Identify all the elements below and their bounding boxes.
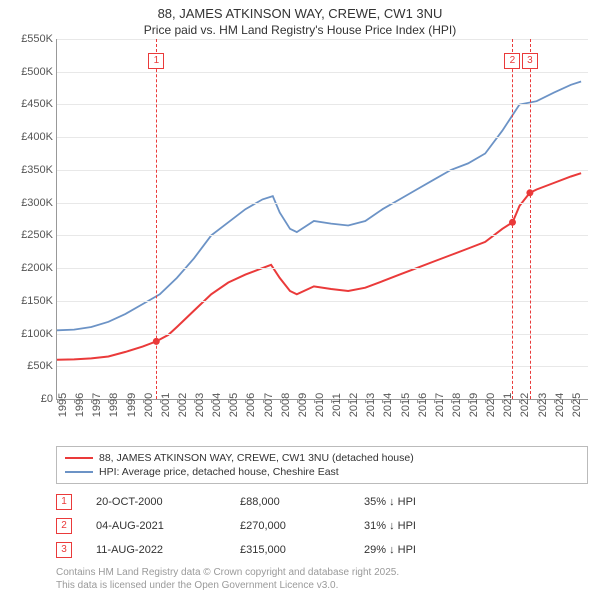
event-number: 3 (56, 542, 72, 558)
event-delta: 31% ↓ HPI (364, 520, 464, 532)
x-axis-label: 2024 (554, 393, 566, 417)
x-axis-label: 2017 (434, 393, 446, 417)
event-marker-box: 3 (522, 53, 538, 69)
x-axis-label: 1996 (74, 393, 86, 417)
x-axis-label: 2007 (263, 393, 275, 417)
x-axis-label: 2013 (365, 393, 377, 417)
x-axis-label: 2011 (331, 393, 343, 417)
legend-label: HPI: Average price, detached house, Ches… (99, 466, 339, 478)
event-price: £88,000 (240, 496, 340, 508)
event-price: £270,000 (240, 520, 340, 532)
x-axis-label: 2003 (194, 393, 206, 417)
series-svg (57, 39, 588, 399)
y-axis-label: £200K (21, 262, 53, 274)
gridline (57, 170, 588, 171)
gridline (57, 366, 588, 367)
x-axis-label: 2022 (519, 393, 531, 417)
x-axis-label: 2016 (417, 393, 429, 417)
y-axis-label: £400K (21, 131, 53, 143)
event-number: 1 (56, 494, 72, 510)
x-axis-label: 2023 (537, 393, 549, 417)
x-axis-label: 1999 (126, 393, 138, 417)
y-axis-label: £450K (21, 98, 53, 110)
x-axis-label: 2012 (348, 393, 360, 417)
x-axis-label: 2020 (485, 393, 497, 417)
gridline (57, 104, 588, 105)
x-axis-label: 2000 (143, 393, 155, 417)
legend-label: 88, JAMES ATKINSON WAY, CREWE, CW1 3NU (… (99, 452, 414, 464)
gridline (57, 72, 588, 73)
event-number: 2 (56, 518, 72, 534)
series-property (57, 173, 581, 360)
y-axis-label: £100K (21, 328, 53, 340)
event-marker-box: 2 (504, 53, 520, 69)
legend-swatch (65, 457, 93, 459)
legend: 88, JAMES ATKINSON WAY, CREWE, CW1 3NU (… (56, 446, 588, 484)
event-date: 04-AUG-2021 (96, 520, 216, 532)
legend-swatch (65, 471, 93, 473)
event-marker-line (512, 39, 513, 399)
event-date: 11-AUG-2022 (96, 544, 216, 556)
gridline (57, 137, 588, 138)
x-axis-label: 2001 (160, 393, 172, 417)
x-axis-label: 2025 (571, 393, 583, 417)
x-axis-label: 1995 (57, 393, 69, 417)
title-block: 88, JAMES ATKINSON WAY, CREWE, CW1 3NU P… (0, 0, 600, 39)
x-axis-label: 1998 (108, 393, 120, 417)
x-axis-label: 2019 (468, 393, 480, 417)
y-axis-label: £0 (41, 393, 53, 405)
event-table: 1 20-OCT-2000 £88,000 35% ↓ HPI 2 04-AUG-2021… (56, 490, 588, 562)
gridline (57, 235, 588, 236)
event-marker-line (530, 39, 531, 399)
y-axis-label: £300K (21, 197, 53, 209)
y-axis-label: £50K (27, 360, 53, 372)
y-axis-label: £500K (21, 66, 53, 78)
x-axis-label: 1997 (91, 393, 103, 417)
x-axis-label: 2005 (228, 393, 240, 417)
series-hpi (57, 82, 581, 331)
x-axis-label: 2015 (400, 393, 412, 417)
footer-line-1: Contains HM Land Registry data © Crown c… (56, 566, 588, 579)
x-axis-label: 2009 (297, 393, 309, 417)
y-axis-label: £350K (21, 164, 53, 176)
x-axis-label: 2014 (382, 393, 394, 417)
plot-surface: 1 23 (57, 39, 588, 399)
y-axis-label: £550K (21, 33, 53, 45)
legend-row: HPI: Average price, detached house, Ches… (65, 465, 579, 479)
x-axis-label: 2006 (245, 393, 257, 417)
x-axis-label: 2021 (502, 393, 514, 417)
gridline (57, 39, 588, 40)
gridline (57, 334, 588, 335)
footer-line-2: This data is licensed under the Open Gov… (56, 579, 588, 592)
event-delta: 35% ↓ HPI (364, 496, 464, 508)
y-axis-label: £150K (21, 295, 53, 307)
event-marker-box: 1 (148, 53, 164, 69)
event-row: 2 04-AUG-2021 £270,000 31% ↓ HPI (56, 514, 588, 538)
gridline (57, 301, 588, 302)
x-axis-label: 2008 (280, 393, 292, 417)
gridline (57, 203, 588, 204)
y-axis-label: £250K (21, 229, 53, 241)
x-axis-label: 2018 (451, 393, 463, 417)
x-axis-label: 2004 (211, 393, 223, 417)
chart-title: 88, JAMES ATKINSON WAY, CREWE, CW1 3NU (0, 6, 600, 21)
chart-container: 88, JAMES ATKINSON WAY, CREWE, CW1 3NU P… (0, 0, 600, 592)
x-axis-label: 2010 (314, 393, 326, 417)
event-marker-line (156, 39, 157, 399)
event-date: 20-OCT-2000 (96, 496, 216, 508)
chart-subtitle: Price paid vs. HM Land Registry's House … (0, 23, 600, 37)
legend-row: 88, JAMES ATKINSON WAY, CREWE, CW1 3NU (… (65, 451, 579, 465)
x-axis-label: 2002 (177, 393, 189, 417)
footer: Contains HM Land Registry data © Crown c… (56, 566, 588, 592)
event-delta: 29% ↓ HPI (364, 544, 464, 556)
event-row: 1 20-OCT-2000 £88,000 35% ↓ HPI (56, 490, 588, 514)
event-price: £315,000 (240, 544, 340, 556)
gridline (57, 268, 588, 269)
chart-plot-area: 123 £0£50K£100K£150K£200K£250K£300K£350K… (56, 39, 588, 400)
event-row: 3 11-AUG-2022 £315,000 29% ↓ HPI (56, 538, 588, 562)
